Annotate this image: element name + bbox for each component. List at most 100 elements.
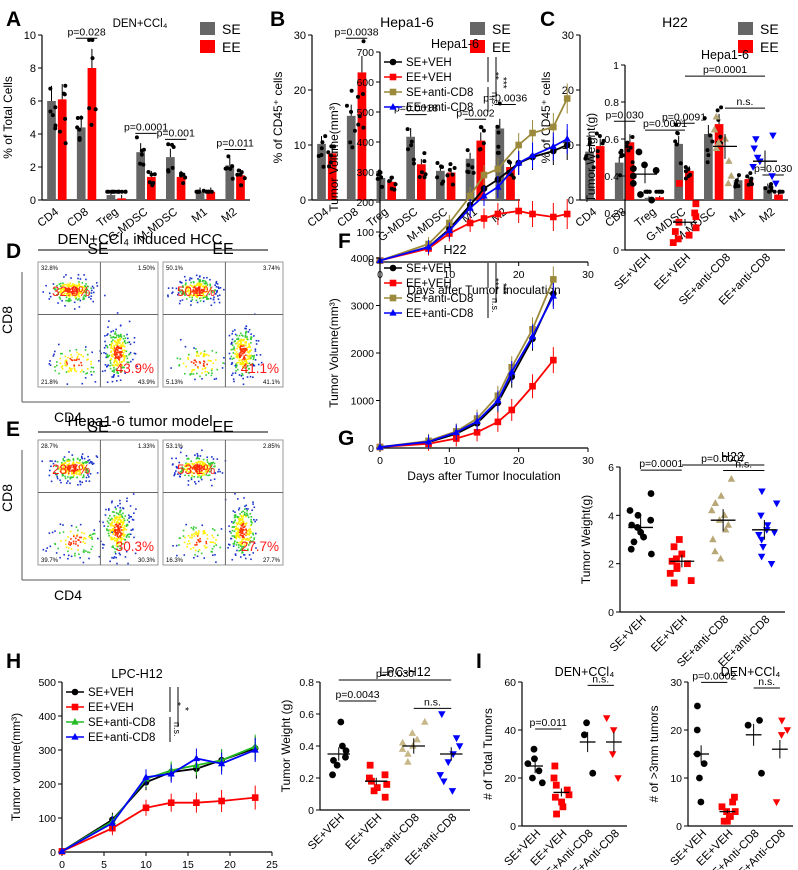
data-point <box>398 745 407 752</box>
legend-swatch-SE <box>200 22 215 35</box>
flow-event <box>121 361 123 363</box>
p-value-label: n.s. <box>592 673 609 685</box>
flow-event <box>230 341 233 344</box>
flow-event <box>248 367 251 370</box>
flow-event <box>114 523 117 526</box>
flow-event <box>116 312 119 314</box>
flow-event <box>115 539 117 542</box>
flow-event <box>201 524 204 527</box>
data-point <box>147 180 152 185</box>
bar-G-MDSC-SE <box>136 152 145 200</box>
flow-event <box>59 298 62 300</box>
flow-event <box>62 531 65 533</box>
data-point <box>777 732 786 739</box>
flow-event <box>114 551 116 553</box>
flow-event <box>103 346 106 349</box>
data-point <box>768 184 773 189</box>
flow-event <box>122 366 125 369</box>
flow-event <box>91 538 94 540</box>
flow-event <box>259 354 262 356</box>
flow-event <box>202 465 205 468</box>
flow-event <box>211 551 213 553</box>
flow-event <box>183 372 186 375</box>
flow-event <box>179 470 182 473</box>
flow-event <box>249 529 251 532</box>
p-value-label: p=0.011 <box>530 717 568 729</box>
flow-event <box>242 358 244 361</box>
series-point-EE+VEH <box>550 356 557 364</box>
data-point <box>226 154 231 159</box>
flow-event <box>66 287 68 290</box>
data-point <box>344 103 349 108</box>
flow-event <box>241 530 244 533</box>
flow-event <box>121 364 124 367</box>
flow-event <box>121 516 124 518</box>
flow-event <box>65 299 67 302</box>
flow-event <box>252 552 255 554</box>
flow-event <box>228 352 231 355</box>
flow-event <box>214 542 216 545</box>
flow-event <box>210 369 213 372</box>
data-point <box>53 123 58 128</box>
flow-event <box>67 283 69 286</box>
series-point-EE+anti-CD8 <box>480 192 488 199</box>
data-point <box>225 166 230 171</box>
data-point <box>370 787 378 795</box>
data-point <box>705 148 710 153</box>
flow-event <box>213 478 216 480</box>
data-point <box>589 769 597 777</box>
flow-event <box>134 352 137 355</box>
flow-event <box>215 377 218 380</box>
flow-event <box>78 553 80 556</box>
flow-event <box>215 544 218 546</box>
flow-event <box>112 330 114 332</box>
flow-event <box>233 346 235 348</box>
flow-event <box>198 361 201 363</box>
quadrant-stat: 53.1% <box>166 444 184 450</box>
data-point <box>438 711 446 719</box>
flow-event <box>214 293 217 295</box>
flow-event <box>71 471 73 474</box>
flow-event <box>128 533 131 536</box>
flow-event <box>180 447 182 449</box>
flow-event <box>83 536 86 539</box>
p-value-label: p=0.002 <box>456 107 494 119</box>
flow-event <box>81 461 84 464</box>
flow-event <box>245 512 248 515</box>
flow-event <box>77 284 80 287</box>
data-point <box>619 150 624 155</box>
flow-event <box>120 542 123 545</box>
flow-event <box>105 344 107 347</box>
flow-event <box>178 544 180 546</box>
flow-event <box>222 362 225 364</box>
flow-event <box>122 354 125 356</box>
flow-event <box>218 468 220 471</box>
flow-event <box>72 476 74 479</box>
data-point <box>422 175 427 180</box>
flow-event <box>247 548 249 551</box>
data-point <box>648 550 655 558</box>
flow-event <box>122 532 125 534</box>
flow-event <box>192 466 195 468</box>
flow-event <box>202 462 205 465</box>
data-point <box>329 771 336 779</box>
flow-event <box>122 534 125 536</box>
flow-event <box>210 550 213 553</box>
flow-event <box>245 532 247 534</box>
flow-event <box>194 549 197 552</box>
legend-label: SE+anti-CD8 <box>406 87 473 99</box>
flow-event <box>250 518 252 521</box>
flow-event <box>123 519 126 522</box>
data-point <box>48 109 53 114</box>
flow-event <box>103 525 106 527</box>
flow-event <box>223 356 225 359</box>
flow-event <box>76 291 79 293</box>
flow-event <box>193 359 196 362</box>
flow-event <box>115 328 117 331</box>
data-point <box>584 154 589 159</box>
flow-event <box>233 349 236 351</box>
flow-event <box>107 509 110 511</box>
flow-event <box>84 349 87 351</box>
flow-event <box>239 352 242 354</box>
